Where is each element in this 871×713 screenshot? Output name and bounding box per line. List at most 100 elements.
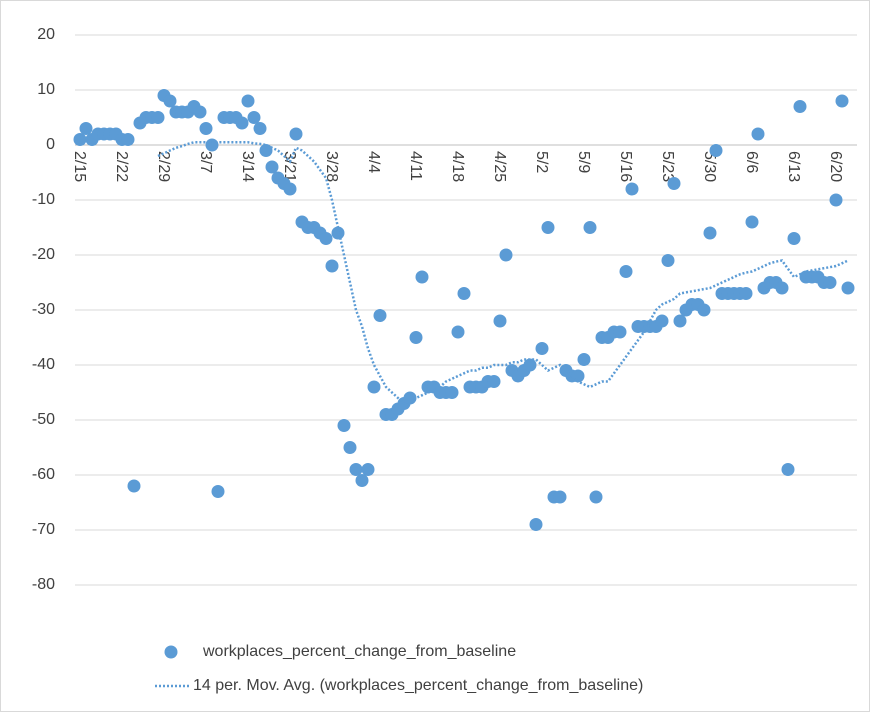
data-point <box>739 287 753 300</box>
x-tick-label: 3/21 <box>281 151 298 182</box>
data-point <box>349 463 363 476</box>
legend-label: 14 per. Mov. Avg. (workplaces_percent_ch… <box>193 677 643 694</box>
data-point <box>247 111 261 124</box>
x-tick-label: 2/22 <box>113 151 130 182</box>
data-point <box>457 287 471 300</box>
data-point <box>781 463 795 476</box>
data-point <box>673 314 687 328</box>
data-point <box>127 479 141 493</box>
data-point <box>835 94 849 108</box>
data-point <box>709 144 723 157</box>
x-tick-label: 5/16 <box>617 151 634 182</box>
x-tick-label: 3/14 <box>239 151 256 182</box>
x-tick-label: 4/11 <box>407 151 424 181</box>
data-point <box>367 380 381 394</box>
data-point <box>829 193 843 207</box>
data-point <box>841 281 855 295</box>
data-point <box>205 138 219 152</box>
x-tick-label: 2/15 <box>71 151 88 182</box>
y-tick-label: 20 <box>37 26 55 43</box>
x-tick-label: 3/28 <box>323 151 340 182</box>
data-point <box>793 100 807 113</box>
data-point <box>235 116 249 130</box>
data-point <box>655 314 669 328</box>
x-tick-label: 4/4 <box>365 151 382 173</box>
x-tick-label: 5/9 <box>575 151 592 173</box>
legend-label: workplaces_percent_change_from_baseline <box>202 643 516 660</box>
y-tick-label: -70 <box>32 521 55 538</box>
data-point <box>445 386 459 399</box>
data-point <box>787 232 801 245</box>
data-point <box>583 221 597 234</box>
data-point <box>553 490 567 504</box>
data-point <box>529 518 543 531</box>
x-tick-label: 5/23 <box>659 151 676 182</box>
data-point <box>661 254 675 267</box>
data-point <box>163 94 177 108</box>
y-tick-label: -40 <box>32 356 55 373</box>
data-point <box>625 182 639 196</box>
data-point <box>337 419 351 432</box>
data-point <box>289 127 303 141</box>
x-tick-label: 5/30 <box>701 151 718 182</box>
x-tick-label: 4/25 <box>491 151 508 182</box>
data-point <box>523 358 537 372</box>
data-point <box>193 105 207 119</box>
x-tick-label: 5/2 <box>533 151 550 173</box>
data-point <box>487 375 501 388</box>
data-point <box>373 309 387 322</box>
data-point <box>775 281 789 295</box>
data-point <box>199 122 213 135</box>
data-point <box>361 463 375 476</box>
data-point <box>253 122 267 135</box>
data-point <box>319 232 333 245</box>
data-point <box>535 342 549 355</box>
y-tick-label: 0 <box>46 136 55 153</box>
data-point <box>751 127 765 141</box>
data-point <box>541 221 555 234</box>
data-point <box>331 226 345 240</box>
data-point <box>121 133 135 146</box>
data-point <box>451 325 465 339</box>
data-point <box>415 270 429 284</box>
data-point <box>619 265 633 278</box>
data-point <box>823 276 837 289</box>
y-tick-label: -10 <box>32 191 55 208</box>
x-tick-label: 3/7 <box>197 151 214 173</box>
data-point <box>325 259 339 273</box>
y-tick-label: -20 <box>32 246 55 263</box>
data-point <box>697 303 711 317</box>
data-point <box>613 325 627 339</box>
data-point <box>409 331 423 344</box>
data-point <box>745 215 759 229</box>
data-point <box>211 485 225 498</box>
data-point <box>259 144 273 157</box>
x-tick-label: 2/29 <box>155 151 172 182</box>
x-tick-label: 6/6 <box>743 151 760 173</box>
legend-marker <box>164 645 178 659</box>
data-point <box>283 182 297 196</box>
data-point <box>667 177 681 190</box>
y-tick-label: -60 <box>32 466 55 483</box>
data-point <box>343 441 357 454</box>
data-point <box>493 314 507 328</box>
moving-average-line <box>157 141 849 405</box>
data-point <box>703 226 717 240</box>
data-point <box>577 353 591 366</box>
x-tick-label: 6/20 <box>827 151 844 182</box>
y-tick-label: 10 <box>37 81 55 98</box>
data-point <box>151 111 165 124</box>
y-tick-label: -80 <box>32 576 55 593</box>
x-tick-label: 6/13 <box>785 151 802 182</box>
y-tick-label: -50 <box>32 411 55 428</box>
data-point <box>589 490 603 504</box>
data-point <box>79 122 93 135</box>
y-tick-label: -30 <box>32 301 55 318</box>
data-point <box>355 474 369 487</box>
data-point <box>265 160 279 174</box>
data-point <box>499 248 513 262</box>
data-point <box>73 133 87 146</box>
data-point <box>241 94 255 108</box>
